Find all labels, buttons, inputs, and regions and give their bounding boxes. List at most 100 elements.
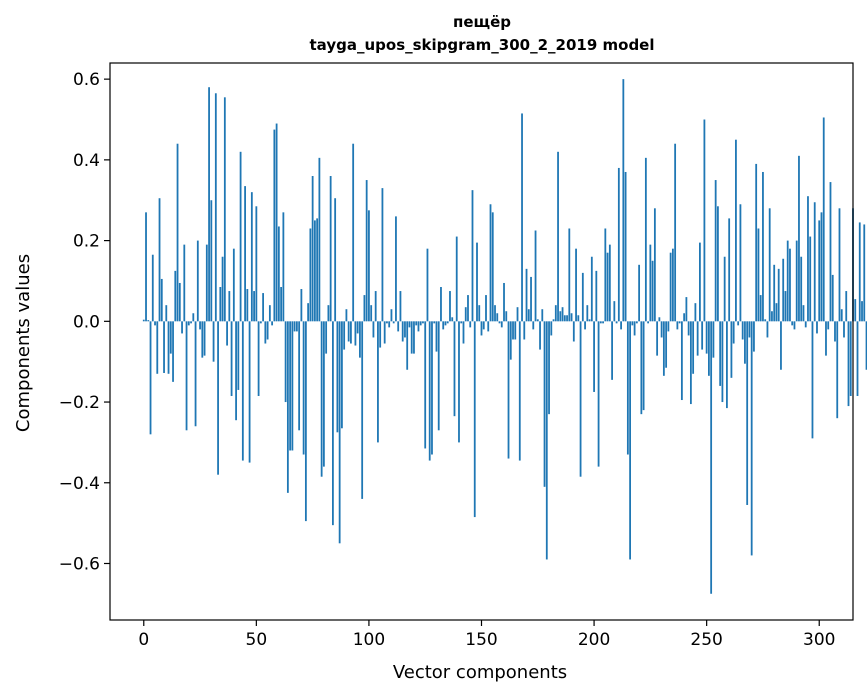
bar-287 bbox=[789, 248, 791, 322]
bar-229 bbox=[658, 317, 661, 322]
bar-304 bbox=[827, 321, 830, 330]
bar-232 bbox=[665, 321, 668, 368]
bar-249 bbox=[703, 119, 706, 322]
bar-21 bbox=[190, 321, 192, 324]
y-tick-label: 0.2 bbox=[73, 232, 100, 252]
bar-114 bbox=[399, 291, 402, 322]
bar-97 bbox=[361, 321, 364, 499]
bar-90 bbox=[345, 309, 348, 322]
bar-155 bbox=[491, 212, 494, 322]
bar-62 bbox=[282, 212, 285, 322]
bar-316 bbox=[854, 299, 857, 322]
bar-238 bbox=[678, 321, 681, 324]
bar-67 bbox=[293, 321, 296, 332]
bar-81 bbox=[325, 321, 328, 354]
bar-214 bbox=[624, 171, 627, 322]
bar-28 bbox=[205, 244, 208, 322]
bar-292 bbox=[800, 256, 803, 322]
bar-141 bbox=[460, 321, 463, 324]
bar-164 bbox=[512, 321, 514, 340]
bar-107 bbox=[383, 321, 386, 344]
bar-66 bbox=[291, 321, 294, 451]
bar-241 bbox=[685, 297, 688, 322]
bar-319 bbox=[861, 301, 863, 322]
bar-83 bbox=[329, 176, 332, 322]
bar-53 bbox=[262, 293, 264, 322]
bar-277 bbox=[766, 321, 769, 338]
bar-196 bbox=[584, 321, 586, 330]
bar-41 bbox=[235, 321, 237, 421]
bar-200 bbox=[593, 321, 595, 392]
bar-301 bbox=[820, 212, 823, 322]
bar-94 bbox=[354, 321, 357, 346]
bar-253 bbox=[712, 321, 715, 358]
bar-11 bbox=[167, 321, 170, 374]
bar-131 bbox=[437, 321, 440, 431]
bar-100 bbox=[368, 210, 370, 322]
bar-247 bbox=[699, 242, 701, 322]
bar-101 bbox=[370, 305, 373, 322]
bar-103 bbox=[374, 291, 377, 322]
bar-291 bbox=[798, 155, 800, 322]
bar-87 bbox=[338, 321, 341, 544]
bar-258 bbox=[723, 256, 726, 322]
bar-35 bbox=[221, 256, 224, 322]
bar-242 bbox=[687, 321, 690, 336]
bar-313 bbox=[847, 321, 850, 407]
bar-209 bbox=[613, 301, 616, 322]
bar-228 bbox=[656, 321, 659, 356]
bar-55 bbox=[266, 321, 269, 340]
bar-29 bbox=[208, 87, 210, 322]
bar-208 bbox=[611, 321, 613, 380]
bar-256 bbox=[719, 321, 722, 386]
bar-167 bbox=[518, 321, 521, 461]
y-axis-ticks: −0.6 −0.4 −0.2 0.0 0.2 0.4 0.6 bbox=[59, 70, 110, 574]
bar-310 bbox=[840, 309, 843, 322]
bar-293 bbox=[802, 305, 805, 322]
bar-49 bbox=[253, 291, 255, 322]
bar-166 bbox=[516, 307, 519, 322]
bar-27 bbox=[203, 321, 206, 356]
x-tick-label: 0 bbox=[138, 630, 149, 650]
chart-title-line2: tayga_upos_skipgram_300_2_2019 model bbox=[310, 36, 655, 54]
bar-148 bbox=[476, 242, 478, 322]
bar-31 bbox=[212, 321, 215, 362]
bar-275 bbox=[762, 171, 764, 322]
bar-282 bbox=[777, 268, 780, 322]
bar-233 bbox=[667, 321, 670, 332]
bar-285 bbox=[784, 291, 787, 322]
bar-129 bbox=[433, 321, 436, 324]
bar-98 bbox=[363, 295, 366, 322]
bar-78 bbox=[318, 157, 321, 322]
bar-284 bbox=[782, 258, 785, 322]
bar-112 bbox=[395, 216, 397, 322]
bar-69 bbox=[298, 321, 301, 431]
bar-80 bbox=[322, 321, 325, 467]
bar-88 bbox=[341, 321, 343, 429]
bar-51 bbox=[257, 321, 260, 396]
bar-3 bbox=[149, 321, 152, 435]
x-tick-label: 150 bbox=[465, 630, 497, 650]
y-tick-label: −0.6 bbox=[59, 554, 100, 574]
bar-161 bbox=[505, 311, 508, 322]
bar-26 bbox=[201, 321, 204, 358]
bar-123 bbox=[419, 321, 422, 326]
bar-146 bbox=[471, 190, 474, 322]
bar-61 bbox=[280, 287, 283, 322]
bar-254 bbox=[714, 180, 717, 322]
bar-160 bbox=[503, 282, 505, 322]
bar-149 bbox=[478, 305, 481, 322]
bar-85 bbox=[334, 198, 337, 322]
bar-46 bbox=[246, 289, 249, 322]
bar-48 bbox=[250, 192, 253, 322]
bar-278 bbox=[768, 208, 771, 322]
bar-109 bbox=[388, 321, 391, 328]
bar-1 bbox=[145, 212, 147, 322]
bar-132 bbox=[440, 287, 442, 322]
bar-127 bbox=[428, 321, 431, 461]
bar-128 bbox=[431, 321, 433, 455]
bar-118 bbox=[408, 321, 411, 328]
bar-106 bbox=[381, 188, 384, 322]
bar-122 bbox=[417, 321, 420, 332]
bar-252 bbox=[710, 321, 713, 594]
